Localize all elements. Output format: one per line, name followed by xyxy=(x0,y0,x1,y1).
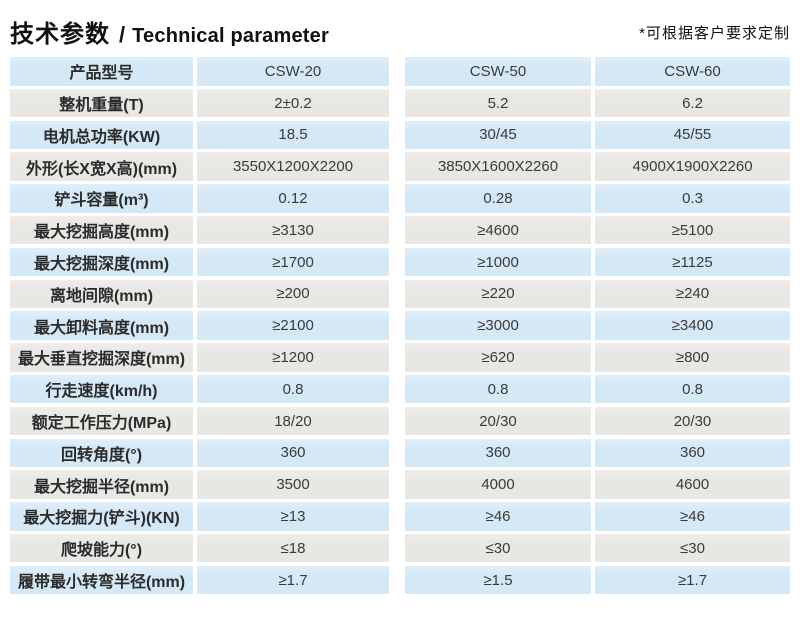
param-label-cell: 爬坡能力(°) xyxy=(10,533,193,563)
param-value-cell-csw-50: ≥3000 xyxy=(405,311,591,340)
param-value-cell-csw-50: ≥220 xyxy=(405,279,591,309)
param-value-cell-csw-60: ≥5100 xyxy=(595,215,790,245)
param-label-cell: 铲斗容量(m³) xyxy=(10,184,193,213)
param-label-cell: 离地间隙(mm) xyxy=(10,279,193,309)
title-english: Technical parameter xyxy=(132,25,329,47)
table-row: 行走速度(km/h) 0.8 0.8 0.8 xyxy=(10,374,790,404)
param-value-cell-csw-60: ≥3400 xyxy=(595,311,790,340)
param-label-cell: 最大垂直挖掘深度(mm) xyxy=(10,343,193,372)
param-value-cell-csw-20: 18/20 xyxy=(197,406,389,436)
param-value-cell-csw-60: ≥240 xyxy=(595,279,790,309)
table-row: 最大挖掘力(铲斗)(KN) ≥13 ≥46 ≥46 xyxy=(10,502,790,531)
title-chinese: 技术参数 xyxy=(10,21,110,48)
table-row: 铲斗容量(m³) 0.12 0.28 0.3 xyxy=(10,184,790,213)
param-value-cell-csw-60: 4900X1900X2260 xyxy=(595,152,790,181)
param-value-cell-csw-50: ≥1000 xyxy=(405,247,591,277)
table-row: 最大垂直挖掘深度(mm) ≥1200 ≥620 ≥800 xyxy=(10,343,790,372)
spec-table: 产品型号 CSW-20 CSW-50 CSW-60 整机重量(T) 2±0.2 5.2 6.2… xyxy=(10,57,790,595)
param-value-cell-csw-50: ≤30 xyxy=(405,533,591,563)
param-value-cell-csw-50: 360 xyxy=(405,438,591,468)
param-value-cell-csw-20: ≥2100 xyxy=(197,311,389,340)
param-value-cell-csw-50: 0.28 xyxy=(405,184,591,213)
table-row: 爬坡能力(°) ≤18 ≤30 ≤30 xyxy=(10,533,790,563)
table-row: 额定工作压力(MPa) 18/20 20/30 20/30 xyxy=(10,406,790,436)
param-value-cell-csw-60: 0.3 xyxy=(595,184,790,213)
title-divider: / xyxy=(119,22,126,47)
param-value-cell-csw-50: 3850X1600X2260 xyxy=(405,152,591,181)
param-label-cell: 电机总功率(KW) xyxy=(10,120,193,150)
param-value-cell-csw-20: 18.5 xyxy=(197,120,389,150)
param-label-cell: 最大挖掘半径(mm) xyxy=(10,470,193,499)
param-value-cell-csw-50: 0.8 xyxy=(405,374,591,404)
page-header: 技术参数 / Technical parameter *可根据客户要求定制 xyxy=(10,10,790,52)
param-value-cell-csw-20: ≥13 xyxy=(197,502,389,531)
table-row: 整机重量(T) 2±0.2 5.2 6.2 xyxy=(10,88,790,118)
param-value-cell-csw-60: 4600 xyxy=(595,470,790,499)
param-value-cell-csw-20: 0.12 xyxy=(197,184,389,213)
param-value-cell-csw-50: 20/30 xyxy=(405,406,591,436)
param-value-cell-csw-50: ≥4600 xyxy=(405,215,591,245)
param-label-cell: 产品型号 xyxy=(10,57,193,86)
param-value-cell-csw-60: ≥46 xyxy=(595,502,790,531)
param-value-cell-csw-50: 30/45 xyxy=(405,120,591,150)
param-label-cell: 行走速度(km/h) xyxy=(10,374,193,404)
param-value-cell-csw-20: ≥1700 xyxy=(197,247,389,277)
table-row: 电机总功率(KW) 18.5 30/45 45/55 xyxy=(10,120,790,150)
param-value-cell-csw-60: 0.8 xyxy=(595,374,790,404)
param-value-cell-csw-20: CSW-20 xyxy=(197,57,389,86)
param-value-cell-csw-60: 20/30 xyxy=(595,406,790,436)
param-value-cell-csw-60: 45/55 xyxy=(595,120,790,150)
param-label-cell: 最大挖掘力(铲斗)(KN) xyxy=(10,502,193,531)
param-label-cell: 额定工作压力(MPa) xyxy=(10,406,193,436)
param-value-cell-csw-50: ≥46 xyxy=(405,502,591,531)
param-value-cell-csw-20: ≥200 xyxy=(197,279,389,309)
param-value-cell-csw-50: ≥1.5 xyxy=(405,565,591,595)
param-value-cell-csw-60: ≥800 xyxy=(595,343,790,372)
param-value-cell-csw-20: ≥3130 xyxy=(197,215,389,245)
table-row: 最大挖掘半径(mm) 3500 4000 4600 xyxy=(10,470,790,499)
table-row: 回转角度(°) 360 360 360 xyxy=(10,438,790,468)
param-value-cell-csw-20: ≥1200 xyxy=(197,343,389,372)
param-label-cell: 外形(长X宽X高)(mm) xyxy=(10,152,193,181)
page-title: 技术参数 / Technical parameter xyxy=(10,14,329,49)
param-label-cell: 整机重量(T) xyxy=(10,88,193,118)
param-value-cell-csw-20: 360 xyxy=(197,438,389,468)
param-value-cell-csw-50: 5.2 xyxy=(405,88,591,118)
param-value-cell-csw-20: 0.8 xyxy=(197,374,389,404)
param-label-cell: 履带最小转弯半径(mm) xyxy=(10,565,193,595)
param-value-cell-csw-20: ≥1.7 xyxy=(197,565,389,595)
table-row: 最大卸料高度(mm) ≥2100 ≥3000 ≥3400 xyxy=(10,311,790,340)
param-value-cell-csw-20: 2±0.2 xyxy=(197,88,389,118)
param-label-cell: 最大卸料高度(mm) xyxy=(10,311,193,340)
table-row: 产品型号 CSW-20 CSW-50 CSW-60 xyxy=(10,57,790,86)
table-row: 外形(长X宽X高)(mm) 3550X1200X2200 3850X1600X226… xyxy=(10,152,790,181)
param-value-cell-csw-60: 360 xyxy=(595,438,790,468)
param-label-cell: 最大挖掘深度(mm) xyxy=(10,247,193,277)
param-label-cell: 回转角度(°) xyxy=(10,438,193,468)
param-value-cell-csw-20: 3500 xyxy=(197,470,389,499)
param-value-cell-csw-60: 6.2 xyxy=(595,88,790,118)
param-value-cell-csw-50: ≥620 xyxy=(405,343,591,372)
param-value-cell-csw-20: 3550X1200X2200 xyxy=(197,152,389,181)
param-value-cell-csw-60: ≥1.7 xyxy=(595,565,790,595)
param-value-cell-csw-50: CSW-50 xyxy=(405,57,591,86)
param-value-cell-csw-60: ≤30 xyxy=(595,533,790,563)
param-label-cell: 最大挖掘高度(mm) xyxy=(10,215,193,245)
param-value-cell-csw-60: CSW-60 xyxy=(595,57,790,86)
customization-note: *可根据客户要求定制 xyxy=(639,25,790,42)
param-value-cell-csw-20: ≤18 xyxy=(197,533,389,563)
table-row: 履带最小转弯半径(mm) ≥1.7 ≥1.5 ≥1.7 xyxy=(10,565,790,595)
table-row: 最大挖掘高度(mm) ≥3130 ≥4600 ≥5100 xyxy=(10,215,790,245)
param-value-cell-csw-60: ≥1125 xyxy=(595,247,790,277)
table-row: 最大挖掘深度(mm) ≥1700 ≥1000 ≥1125 xyxy=(10,247,790,277)
table-row: 离地间隙(mm) ≥200 ≥220 ≥240 xyxy=(10,279,790,309)
param-value-cell-csw-50: 4000 xyxy=(405,470,591,499)
